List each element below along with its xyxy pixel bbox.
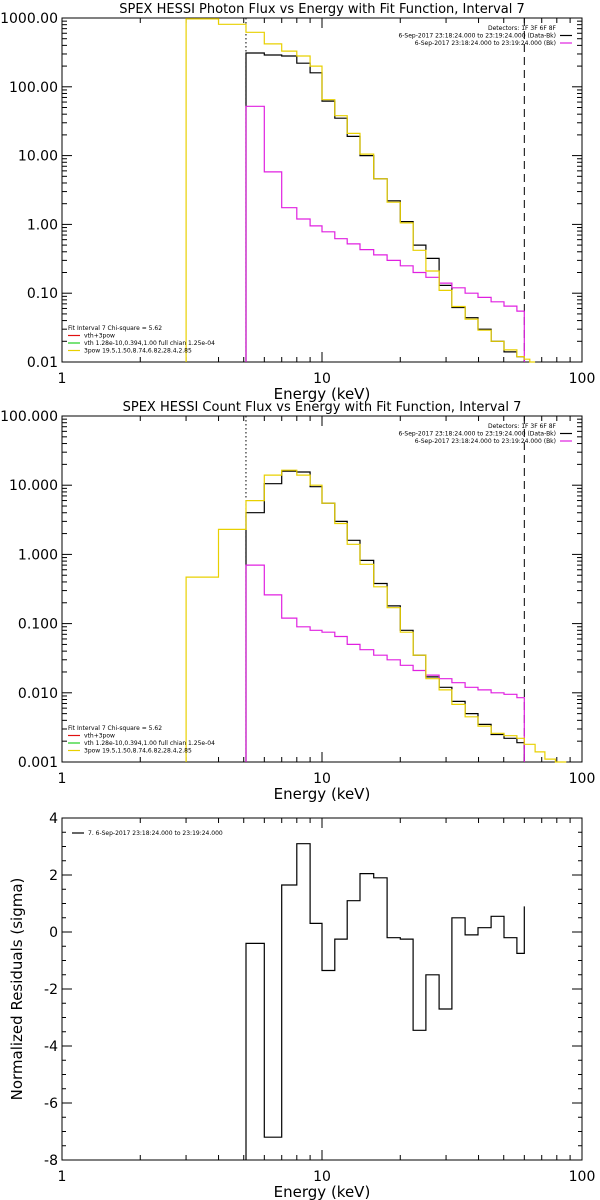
series-line-2 [185,18,536,363]
x-axis-title: Energy (keV) [274,1183,371,1200]
legend-entry: Fit Interval 7 Chi-square = 5.62 [68,725,162,732]
x-tick-label: 10 [313,771,331,787]
y-tick-label: -8 [44,1153,58,1169]
series-line-2 [185,469,567,763]
legend-entry: vth 1.28e-10,0.394,1.00 full chian 1.25e… [84,340,215,347]
y-tick-label: 10.00 [18,149,58,165]
y-axis-title: Normalized Residuals (sigma) [8,878,26,1101]
x-tick-label: 1 [58,771,67,787]
x-tick-label: 100 [569,771,596,787]
x-axis-title: Energy (keV) [274,785,371,803]
x-tick-label: 100 [569,371,596,387]
chart-title: SPEX HESSI Count Flux vs Energy with Fit… [123,400,522,415]
legend-entry: Fit Interval 7 Chi-square = 5.62 [68,325,162,332]
y-tick-label: 0.100 [18,617,58,633]
y-tick-label: 0.010 [18,686,58,702]
x-tick-label: 100 [569,1169,596,1185]
y-tick-label: 100.000 [0,409,58,425]
y-tick-label: 4 [49,811,58,827]
legend-entry: 3pow 19.5,1.50,8.74,6.82,28.4,2.85 [84,348,192,355]
y-tick-label: 0.01 [27,355,58,371]
legend-entry: 6-Sep-2017 23:18:24.000 to 23:19:24.000 … [398,33,556,40]
legend-entry: Detectors: 1F 3F 6F 8F [488,423,557,430]
plot-frame [61,415,583,763]
series-line-0 [245,470,525,762]
residuals-panel: 1 10 100 4 2 0 -2 -4 -6 -8 Energy (keV) Normalized … [8,811,595,1200]
series-line-1 [245,105,525,362]
y-tick-label: -6 [44,1096,58,1112]
legend-entry: vth+3pow [84,733,115,740]
series-line-0 [245,52,525,362]
y-tick-label: 100.00 [9,80,58,96]
y-tick-label: -2 [44,982,58,998]
legend-entry: 3pow 19.5,1.50,8.74,6.82,28.4,2.85 [84,748,192,755]
x-tick-label: 1 [58,371,67,387]
chart-title: SPEX HESSI Photon Flux vs Energy with Fi… [119,2,525,17]
plot-frame [61,817,583,1161]
y-tick-label: 1000.00 [0,11,58,27]
series-line-0 [245,843,525,1160]
legend-entry: 6-Sep-2017 23:18:24.000 to 23:19:24.000 … [398,431,556,438]
x-axis-title: Energy (keV) [274,385,371,403]
y-tick-label: 0 [49,925,58,941]
count-flux-panel: 1 10 100 100.000 10.000 1.000 0.100 0.010 0.001 S… [0,400,595,803]
y-tick-label: 2 [49,868,58,884]
y-tick-label: -4 [44,1039,58,1055]
legend-entry: Detectors: 1F 3F 6F 8F [488,25,557,32]
legend-entry: 6-Sep-2017 23:18:24.000 to 23:19:24.000 … [415,438,556,445]
legend-entry: 6-Sep-2017 23:18:24.000 to 23:19:24.000 … [415,40,556,47]
photon-flux-panel: 1 10 100 1000.00 100.00 10.00 1.00 0.10 0.01 SPEX… [0,2,595,403]
x-tick-label: 1 [58,1169,67,1185]
x-tick-label: 10 [313,1169,331,1185]
legend-entry: 7. 6-Sep-2017 23:18:24.000 to 23:19:24.0… [88,830,223,837]
y-tick-label: 1.00 [27,217,58,233]
x-tick-label: 10 [313,371,331,387]
series-line-1 [245,564,525,762]
y-tick-label: 0.001 [18,755,58,771]
y-tick-label: 1.000 [18,547,58,563]
legend-entry: vth+3pow [84,333,115,340]
y-tick-label: 0.10 [27,286,58,302]
y-tick-label: 10.000 [9,478,58,494]
legend-entry: vth 1.28e-10,0.394,1.00 full chian 1.25e… [84,740,215,747]
